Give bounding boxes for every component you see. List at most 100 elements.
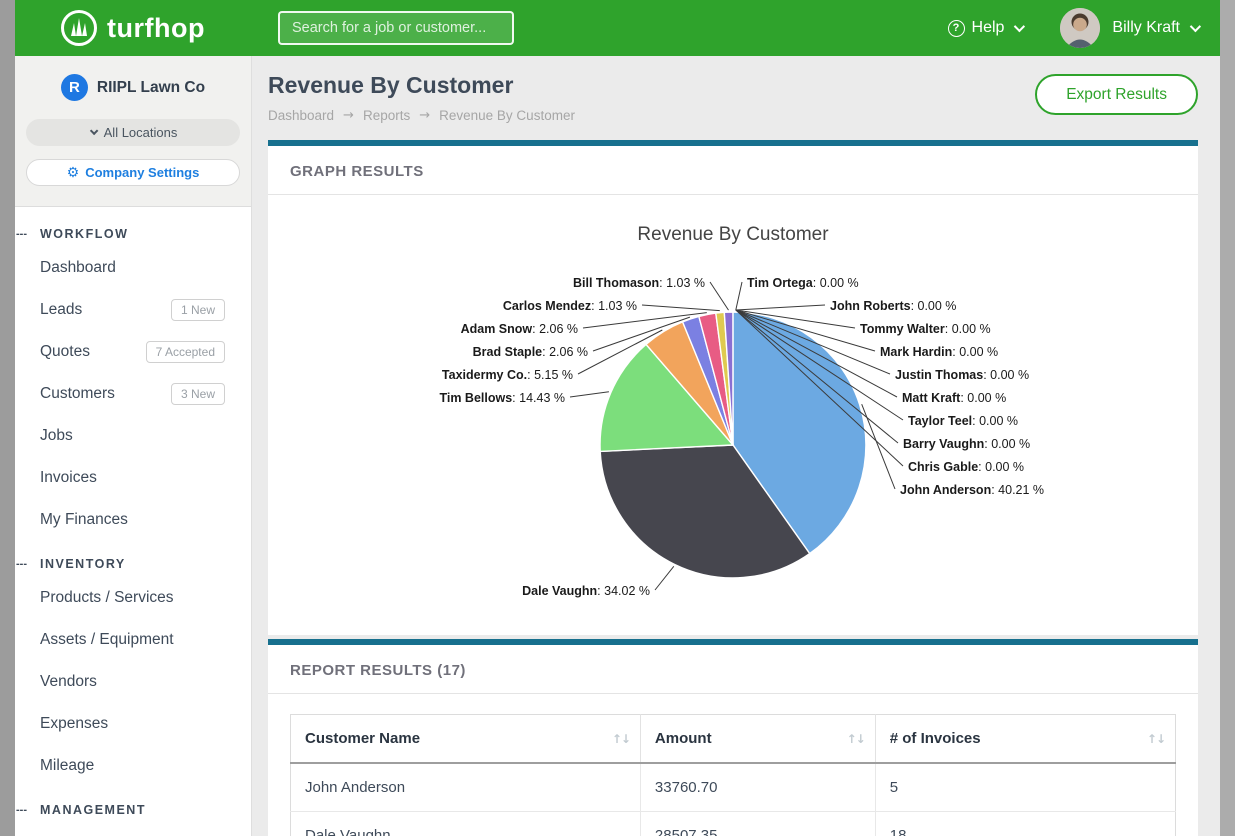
sidebar-item-quotes[interactable]: Quotes 7 Accepted	[15, 331, 251, 373]
right-gutter[interactable]	[1220, 0, 1235, 836]
left-gutter	[0, 0, 15, 836]
pie-label-leader-line	[592, 316, 691, 352]
breadcrumb: Dashboard → Reports → Revenue By Customer	[268, 108, 1198, 123]
nav-section-header-workflow: --- WORKFLOW	[16, 227, 129, 241]
user-menu[interactable]: Billy Kraft	[1112, 19, 1180, 36]
pie-label-leader-line	[735, 309, 876, 352]
pie-label-leader-line	[735, 309, 898, 398]
section-dashes-icon: ---	[16, 228, 27, 240]
nav-section-header-management: --- MANAGEMENT	[16, 803, 146, 817]
sort-icon[interactable]: ↑↓	[846, 731, 866, 746]
breadcrumb-item[interactable]: Dashboard	[268, 108, 335, 123]
pie-label-tommy-walter: Tommy Walter: 0.00 %	[860, 322, 991, 336]
help-icon: ?	[947, 19, 965, 37]
table-cell: Dale Vaughn	[290, 811, 641, 836]
pie-slice-dale-vaughn[interactable]	[599, 444, 811, 579]
page-title: Revenue By Customer	[268, 72, 514, 98]
table-cell: 33760.70	[639, 762, 876, 812]
chart-title: Revenue By Customer	[637, 224, 829, 245]
main-content: Revenue By Customer Dashboard → Reports → Re…	[252, 56, 1220, 836]
pie-label-adam-snow: Adam Snow: 2.06 %	[461, 322, 578, 336]
table-row[interactable]: John Anderson 33760.70 5	[290, 762, 1176, 812]
pie-slice-john-anderson[interactable]	[732, 311, 867, 555]
pie-label-leader-line	[735, 304, 826, 311]
avatar[interactable]	[1060, 8, 1101, 48]
graph-results-header: GRAPH RESULTS	[268, 146, 1198, 195]
table-row[interactable]: Dale Vaughn 28507.35 18	[290, 811, 1176, 836]
report-results-header: REPORT RESULTS (17)	[268, 645, 1198, 694]
grass-logo-icon	[61, 10, 97, 46]
pie-chart: Revenue By Customer Bill Thomason: 1.03 %…	[439, 224, 1044, 598]
section-dashes-icon: ---	[16, 804, 27, 816]
app-window: turfhop ? Help Billy Kraft	[15, 0, 1220, 836]
pie-label-leader-line	[569, 391, 609, 398]
sidebar-item-products-services[interactable]: Products / Services	[40, 589, 174, 606]
breadcrumb-item: Revenue By Customer	[439, 108, 575, 123]
company-logo: R	[60, 74, 88, 101]
sidebar-nav: --- WORKFLOW Dashboard Leads 1 New Quotes 7 Ac…	[15, 206, 251, 836]
pie-label-leader-line	[735, 281, 743, 311]
sidebar-item-assets-equipment[interactable]: Assets / Equipment	[40, 631, 174, 648]
column-header--of-invoices[interactable]: # of Invoices ↑↓	[874, 714, 1176, 764]
column-header-customer-name[interactable]: Customer Name ↑↓	[290, 714, 641, 764]
table-cell: 28507.35	[639, 811, 876, 836]
breadcrumb-item[interactable]: Reports	[362, 108, 411, 123]
pie-label-leader-line	[582, 312, 707, 329]
pie-label-dale-vaughn: Dale Vaughn: 34.02 %	[522, 584, 650, 598]
sidebar-item-invoices[interactable]: Invoices	[40, 469, 97, 486]
chevron-down-icon	[89, 126, 99, 135]
sort-icon[interactable]: ↑↓	[611, 731, 631, 746]
nav-section-header-inventory: --- INVENTORY	[16, 557, 126, 571]
export-results-button[interactable]: Export Results	[1035, 74, 1198, 115]
nav-badge: 7 Accepted	[145, 341, 225, 363]
sidebar-item-jobs[interactable]: Jobs	[40, 427, 73, 444]
breadcrumb-arrow-icon: →	[419, 108, 431, 123]
chevron-down-icon	[1189, 20, 1202, 33]
table-cell: John Anderson	[290, 762, 641, 812]
brand-logo[interactable]: turfhop	[60, 9, 250, 47]
all-locations-dropdown[interactable]: All Locations	[26, 119, 240, 146]
pie-chart-container: Revenue By Customer Bill Thomason: 1.03 %…	[268, 195, 1198, 635]
sidebar-item-expenses[interactable]: Expenses	[40, 715, 109, 732]
help-menu[interactable]: ? Help	[947, 19, 1026, 37]
pie-label-chris-gable: Chris Gable: 0.00 %	[908, 460, 1024, 474]
sidebar-item-my-finances[interactable]: My Finances	[40, 511, 128, 528]
pie-label-john-anderson: John Anderson: 40.21 %	[900, 483, 1044, 497]
search-input[interactable]	[278, 11, 514, 45]
pie-label-tim-bellows: Tim Bellows: 14.43 %	[439, 391, 565, 405]
pie-label-leader-line	[735, 309, 856, 329]
table-cell: 5	[874, 762, 1176, 812]
column-header-amount[interactable]: Amount ↑↓	[639, 714, 876, 764]
avatar-image	[1060, 8, 1101, 48]
pie-label-carlos-mendez: Carlos Mendez: 1.03 %	[503, 299, 637, 313]
pie-label-leader-line	[735, 309, 899, 444]
sidebar-company-block: R RIIPL Lawn Co All Locations ⚙ Company …	[15, 56, 251, 206]
pie-label-justin-thomas: Justin Thomas: 0.00 %	[895, 368, 1029, 382]
breadcrumb-arrow-icon: →	[343, 108, 354, 123]
report-results-panel: REPORT RESULTS (17) Customer Name ↑↓ Amoun…	[268, 639, 1198, 836]
nav-badge: 3 New	[170, 383, 225, 405]
pie-slice-tim-bellows[interactable]	[599, 343, 735, 453]
pie-label-leader-line	[735, 309, 904, 467]
pie-label-leader-line	[709, 281, 729, 311]
gear-icon: ⚙	[66, 164, 80, 181]
sidebar-item-leads[interactable]: Leads 1 New	[15, 289, 251, 331]
pie-label-taxidermy-co-: Taxidermy Co.: 5.15 %	[442, 368, 573, 382]
pie-label-matt-kraft: Matt Kraft: 0.00 %	[902, 391, 1006, 405]
report-table: Customer Name ↑↓ Amount ↑↓ # of Invoices ↑↓ J…	[290, 714, 1176, 836]
chevron-down-icon	[1014, 20, 1026, 33]
pie-label-leader-line	[577, 329, 663, 375]
graph-results-panel: GRAPH RESULTS Revenue By Customer Bill Th…	[268, 140, 1198, 635]
pie-slice-bill-thomason[interactable]	[723, 311, 734, 446]
sidebar-item-customers[interactable]: Customers 3 New	[15, 373, 251, 415]
table-cell: 18	[874, 811, 1176, 836]
brand-name: turfhop	[107, 12, 205, 43]
sort-icon[interactable]: ↑↓	[1146, 731, 1166, 746]
company-settings-button[interactable]: ⚙ Company Settings	[26, 159, 240, 186]
sidebar-item-mileage[interactable]: Mileage	[40, 757, 95, 774]
sidebar-item-vendors[interactable]: Vendors	[40, 673, 97, 690]
company-name: RIIPL Lawn Co	[96, 78, 206, 96]
pie-label-mark-hardin: Mark Hardin: 0.00 %	[880, 345, 998, 359]
sidebar-item-dashboard[interactable]: Dashboard	[40, 259, 116, 276]
